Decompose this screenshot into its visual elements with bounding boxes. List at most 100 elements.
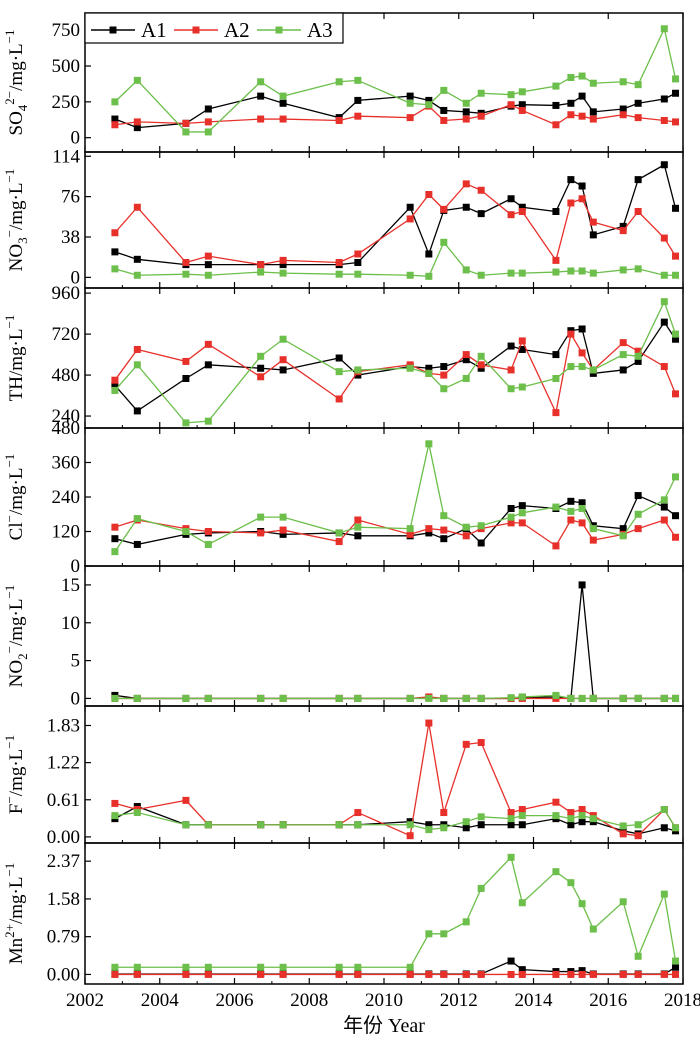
data-point bbox=[589, 108, 597, 116]
data-point bbox=[507, 815, 515, 823]
data-point bbox=[406, 203, 414, 211]
data-point bbox=[279, 269, 287, 277]
data-point bbox=[578, 112, 586, 120]
data-point bbox=[619, 694, 627, 702]
data-point bbox=[589, 79, 597, 87]
data-point bbox=[440, 205, 448, 213]
data-point bbox=[634, 510, 642, 518]
data-point bbox=[578, 499, 586, 507]
x-tick-label: 2010 bbox=[365, 990, 403, 1011]
data-point bbox=[279, 970, 287, 978]
data-point bbox=[425, 272, 433, 280]
y-tick-label: 480 bbox=[52, 418, 81, 439]
data-point bbox=[425, 525, 433, 533]
y-tick-label: 38 bbox=[61, 227, 80, 248]
data-point bbox=[567, 809, 575, 817]
data-point bbox=[425, 369, 433, 377]
data-point bbox=[462, 99, 470, 107]
data-point bbox=[182, 963, 190, 971]
data-point bbox=[619, 78, 627, 86]
data-point bbox=[335, 78, 343, 86]
data-point bbox=[133, 963, 141, 971]
legend-label: A2 bbox=[224, 18, 250, 42]
data-point bbox=[567, 497, 575, 505]
data-point bbox=[354, 821, 362, 829]
data-point bbox=[204, 261, 212, 269]
data-point bbox=[406, 114, 414, 122]
data-point bbox=[133, 809, 141, 817]
data-point bbox=[406, 525, 414, 533]
y-tick-label: 0.79 bbox=[47, 927, 80, 948]
data-point bbox=[279, 963, 287, 971]
series-line bbox=[114, 856, 677, 968]
data-point bbox=[440, 371, 448, 379]
y-tick-label: 0.61 bbox=[47, 790, 80, 811]
legend-marker bbox=[109, 26, 117, 34]
data-point bbox=[518, 269, 526, 277]
legend-box bbox=[84, 12, 344, 44]
data-point bbox=[634, 352, 642, 360]
data-point bbox=[440, 106, 448, 114]
data-point bbox=[440, 809, 448, 817]
data-point bbox=[507, 385, 515, 393]
data-point bbox=[634, 952, 642, 960]
data-point bbox=[462, 918, 470, 926]
data-point bbox=[589, 536, 597, 544]
data-point bbox=[660, 271, 668, 279]
data-point bbox=[406, 271, 414, 279]
x-tick-label: 2012 bbox=[440, 990, 478, 1011]
data-point bbox=[589, 115, 597, 123]
data-point bbox=[634, 492, 642, 500]
data-point bbox=[507, 91, 515, 99]
data-point bbox=[133, 76, 141, 84]
data-point bbox=[589, 525, 597, 533]
y-axis-label: SO42−/mg·L−1 bbox=[2, 30, 30, 136]
data-point bbox=[182, 821, 190, 829]
series-A3 bbox=[111, 298, 680, 427]
data-point bbox=[111, 963, 119, 971]
series-A3 bbox=[111, 25, 680, 136]
data-point bbox=[578, 182, 586, 190]
data-point bbox=[619, 970, 627, 978]
data-point bbox=[354, 809, 362, 817]
data-point bbox=[462, 266, 470, 274]
data-point bbox=[660, 806, 668, 814]
data-point bbox=[335, 395, 343, 403]
data-point bbox=[335, 538, 343, 546]
series-A2 bbox=[111, 516, 680, 550]
data-point bbox=[672, 204, 680, 212]
data-point bbox=[589, 970, 597, 978]
legend-item-A2: A2 bbox=[174, 18, 250, 42]
data-point bbox=[111, 265, 119, 273]
data-point bbox=[462, 115, 470, 123]
data-point bbox=[578, 581, 586, 589]
data-point bbox=[440, 238, 448, 246]
series-A1 bbox=[111, 581, 680, 702]
data-point bbox=[111, 376, 119, 384]
data-point bbox=[507, 513, 515, 521]
data-point bbox=[672, 330, 680, 338]
data-point bbox=[589, 218, 597, 226]
data-point bbox=[425, 364, 433, 372]
data-point bbox=[111, 98, 119, 106]
data-point bbox=[518, 208, 526, 215]
data-point bbox=[335, 694, 343, 702]
data-point bbox=[335, 354, 343, 362]
data-point bbox=[578, 363, 586, 371]
data-point bbox=[507, 101, 515, 109]
y-tick-label: 15 bbox=[61, 575, 80, 596]
data-point bbox=[619, 830, 627, 838]
data-point bbox=[462, 694, 470, 702]
data-point bbox=[425, 529, 433, 537]
data-point bbox=[335, 821, 343, 829]
data-point bbox=[182, 970, 190, 978]
data-point bbox=[552, 351, 560, 359]
data-point bbox=[660, 824, 668, 832]
data-point bbox=[406, 364, 414, 372]
data-point bbox=[660, 363, 668, 371]
y-axis-label: NO3−/mg·L−1 bbox=[2, 169, 30, 272]
data-point bbox=[204, 540, 212, 548]
y-tick-label: 2.37 bbox=[47, 851, 80, 872]
data-point bbox=[578, 818, 586, 826]
data-point bbox=[672, 118, 680, 126]
